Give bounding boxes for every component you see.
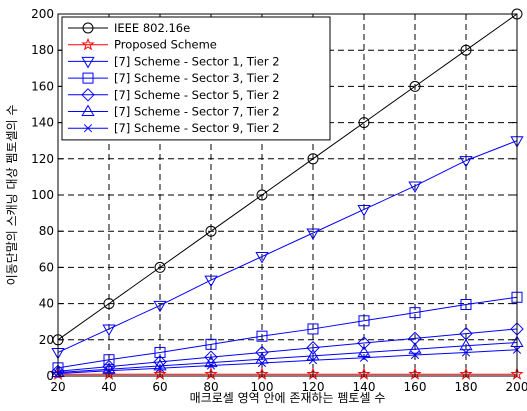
data-point	[306, 228, 320, 241]
data-point	[358, 117, 370, 129]
x-tick-label: 200	[506, 380, 527, 394]
data-point	[204, 275, 218, 288]
x-tick-label: 140	[353, 380, 376, 394]
data-point	[307, 323, 319, 335]
data-point	[256, 189, 268, 201]
series-line	[57, 328, 518, 372]
axes: 20 40 60 80 100 120 140 160 180 20002040608010012…	[31, 7, 527, 394]
legend-label: IEEE 802.16e	[114, 21, 190, 35]
data-point	[154, 346, 166, 358]
y-tick-label: 80	[39, 224, 54, 238]
x-tick-label: 80	[203, 380, 218, 394]
series-line	[57, 140, 518, 353]
data-point	[204, 350, 218, 364]
legend-marker	[82, 72, 94, 84]
data-point	[257, 358, 267, 368]
data-point	[306, 341, 320, 355]
data-point	[408, 342, 422, 354]
legend-marker	[81, 88, 95, 102]
x-tick-label: 100	[251, 380, 274, 394]
y-tick-label: 140	[31, 116, 54, 130]
legend-marker	[83, 124, 93, 133]
series-1	[52, 8, 523, 346]
y-tick-label: 180	[31, 43, 54, 57]
y-tick-label: 200	[31, 7, 54, 21]
data-point	[459, 338, 473, 351]
legend-marker	[81, 37, 95, 51]
y-tick-label: 120	[31, 152, 54, 166]
data-point	[358, 315, 370, 327]
legend-item: [7] Scheme - Sector 3, Tier 2	[68, 71, 280, 85]
x-tick-label: 160	[404, 380, 427, 394]
data-point	[307, 153, 319, 165]
data-point	[51, 364, 65, 379]
legend-label: [7] Scheme - Sector 9, Tier 2	[114, 121, 280, 135]
legend-label: [7] Scheme - Sector 1, Tier 2	[114, 54, 280, 68]
legend-label: [7] Scheme - Sector 5, Tier 2	[114, 88, 280, 102]
data-point	[357, 204, 371, 217]
data-point	[255, 252, 269, 264]
data-point	[408, 181, 422, 193]
x-tick-label: 180	[455, 380, 478, 394]
y-tick-label: 60	[39, 260, 54, 274]
y-tick-label: 100	[31, 188, 54, 202]
data-point	[103, 354, 115, 366]
y-axis-label: 이동단말의 스캐닝 대상 펨토셀의 수	[5, 105, 19, 286]
data-point	[408, 331, 422, 346]
series-line	[57, 342, 518, 374]
data-point	[204, 355, 218, 368]
y-tick-label: 160	[31, 79, 54, 93]
data-point	[102, 324, 116, 336]
legend-marker	[81, 56, 95, 69]
data-point	[205, 338, 217, 350]
data-point	[409, 80, 421, 92]
x-tick-label: 20	[50, 380, 65, 394]
legend-item: [7] Scheme - Sector 5, Tier 2	[68, 88, 280, 102]
legend: IEEE 802.16e Proposed Scheme [7] Scheme - …	[61, 16, 331, 141]
data-point	[155, 364, 165, 373]
data-point	[154, 261, 166, 273]
legend-item: [7] Scheme - Sector 1, Tier 2	[68, 54, 280, 69]
data-point	[459, 156, 473, 168]
data-point	[205, 225, 217, 237]
legend-item: [7] Scheme - Sector 7, Tier 2	[68, 104, 280, 119]
x-axis-label: 매크로셀 영역 안에 존재하는 펨토셀 수	[190, 391, 386, 405]
legend-item: IEEE 802.16e	[68, 21, 190, 35]
data-point	[410, 350, 420, 360]
x-tick-label: 120	[302, 380, 325, 394]
data-point	[308, 356, 318, 365]
data-point	[256, 330, 268, 342]
series-line	[57, 296, 518, 369]
series-6	[51, 335, 524, 378]
data-point	[460, 299, 472, 311]
y-tick-label: 0	[46, 369, 54, 383]
data-point	[51, 365, 65, 378]
data-point	[461, 348, 471, 357]
data-point	[357, 345, 371, 357]
data-point	[206, 361, 216, 370]
data-point	[153, 300, 167, 313]
data-point	[104, 366, 114, 375]
data-point	[357, 336, 371, 350]
y-tick-label: 40	[39, 297, 54, 311]
legend-label: Proposed Scheme	[114, 38, 217, 52]
x-tick-label: 40	[101, 380, 116, 394]
data-point	[409, 307, 421, 319]
legend-item: Proposed Scheme	[68, 38, 217, 52]
legend-item: [7] Scheme - Sector 9, Tier 2	[68, 121, 280, 135]
data-point	[103, 298, 115, 310]
data-point	[255, 345, 269, 360]
legend-label: [7] Scheme - Sector 7, Tier 2	[114, 105, 280, 119]
data-point	[359, 353, 369, 362]
series-7	[53, 345, 522, 378]
legend-marker	[81, 104, 95, 116]
data-point	[460, 44, 472, 56]
series-line	[57, 13, 518, 341]
legend-marker	[82, 22, 94, 34]
y-tick-label: 20	[39, 333, 54, 347]
x-tick-label: 60	[152, 380, 167, 394]
legend-label: [7] Scheme - Sector 3, Tier 2	[114, 71, 280, 85]
series-line	[57, 349, 518, 374]
